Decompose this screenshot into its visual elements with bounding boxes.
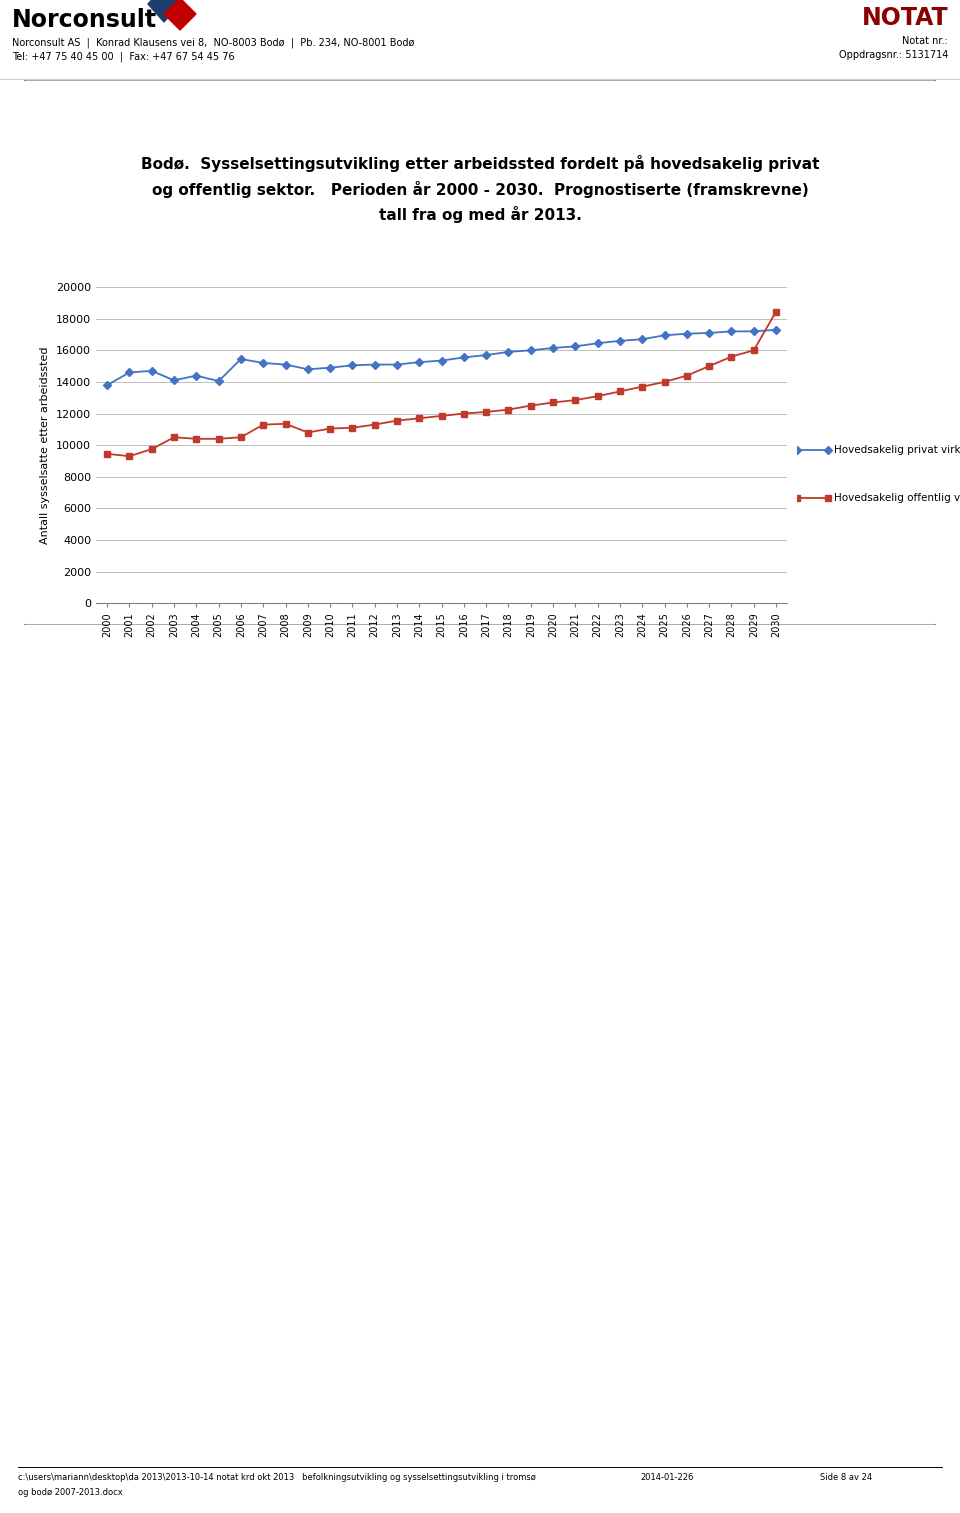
Hovedsakelig privat virksomhet: [257, 354, 269, 372]
Hovedsakelig offentlig virksomhet: [235, 428, 247, 446]
Hovedsakelig offentlig virksomhet: [681, 366, 692, 384]
Hovedsakelig offentlig virksomhet: [324, 419, 336, 437]
Hovedsakelig offentlig virksomhet: [369, 416, 380, 434]
Hovedsakelig offentlig virksomhet: [569, 390, 581, 409]
Hovedsakelig offentlig virksomhet: [392, 412, 403, 430]
Hovedsakelig privat virksomhet: [324, 359, 336, 377]
Hovedsakelig privat virksomhet: [636, 330, 648, 348]
Hovedsakelig offentlig virksomhet: [547, 393, 559, 412]
Text: Hovedsakelig offentlig virksomhet: Hovedsakelig offentlig virksomhet: [834, 493, 960, 502]
Hovedsakelig offentlig virksomhet: [213, 430, 225, 448]
Hovedsakelig offentlig virksomhet: [770, 303, 781, 321]
Hovedsakelig offentlig virksomhet: [146, 440, 157, 458]
Y-axis label: Antall sysselsatte etter arbeidssted: Antall sysselsatte etter arbeidssted: [40, 346, 51, 543]
Hovedsakelig privat virksomhet: [168, 371, 180, 389]
Hovedsakelig privat virksomhet: [436, 351, 447, 369]
Hovedsakelig offentlig virksomhet: [347, 419, 358, 437]
FancyBboxPatch shape: [19, 80, 941, 625]
Text: Hovedsakelig privat virksomhet: Hovedsakelig privat virksomhet: [834, 445, 960, 455]
Hovedsakelig privat virksomhet: [458, 348, 469, 366]
Text: Tel: +47 75 40 45 00  |  Fax: +47 67 54 45 76: Tel: +47 75 40 45 00 | Fax: +47 67 54 45…: [12, 51, 234, 62]
Hovedsakelig privat virksomhet: [213, 372, 225, 390]
Hovedsakelig privat virksomhet: [480, 346, 492, 365]
Hovedsakelig offentlig virksomhet: [704, 357, 715, 375]
Hovedsakelig offentlig virksomhet: [726, 348, 737, 366]
Text: 2014-01-226: 2014-01-226: [640, 1474, 693, 1483]
Text: Norconsult: Norconsult: [12, 8, 157, 32]
Hovedsakelig offentlig virksomhet: [592, 387, 604, 405]
Hovedsakelig privat virksomhet: [547, 339, 559, 357]
Hovedsakelig offentlig virksomhet: [124, 448, 135, 466]
Text: Norconsult AS  |  Konrad Klausens vei 8,  NO-8003 Bodø  |  Pb. 234, NO-8001 Bodø: Norconsult AS | Konrad Klausens vei 8, N…: [12, 38, 415, 48]
Hovedsakelig privat virksomhet: [347, 356, 358, 374]
Line: Hovedsakelig privat virksomhet: Hovedsakelig privat virksomhet: [105, 327, 779, 387]
Hovedsakelig offentlig virksomhet: [614, 383, 626, 401]
Line: Hovedsakelig offentlig virksomhet: Hovedsakelig offentlig virksomhet: [105, 309, 779, 458]
Hovedsakelig privat virksomhet: [704, 324, 715, 342]
Hovedsakelig privat virksomhet: [748, 322, 759, 340]
Hovedsakelig privat virksomhet: [525, 342, 537, 360]
Hovedsakelig offentlig virksomhet: [525, 396, 537, 415]
Hovedsakelig privat virksomhet: [392, 356, 403, 374]
Hovedsakelig privat virksomhet: [569, 337, 581, 356]
Hovedsakelig privat virksomhet: [503, 343, 515, 362]
Hovedsakelig privat virksomhet: [726, 322, 737, 340]
Hovedsakelig offentlig virksomhet: [302, 424, 314, 442]
Hovedsakelig offentlig virksomhet: [279, 415, 291, 433]
Hovedsakelig privat virksomhet: [659, 327, 670, 345]
Hovedsakelig offentlig virksomhet: [458, 404, 469, 422]
Polygon shape: [148, 0, 180, 23]
Hovedsakelig offentlig virksomhet: [748, 342, 759, 360]
Hovedsakelig privat virksomhet: [124, 363, 135, 381]
Hovedsakelig privat virksomhet: [302, 360, 314, 378]
Polygon shape: [164, 0, 196, 30]
Text: Oppdragsnr.: 5131714: Oppdragsnr.: 5131714: [839, 50, 948, 61]
Hovedsakelig privat virksomhet: [681, 325, 692, 343]
Hovedsakelig privat virksomhet: [102, 377, 113, 395]
Hovedsakelig offentlig virksomhet: [659, 372, 670, 390]
Text: Notat nr.:: Notat nr.:: [902, 36, 948, 45]
Text: Bodø.  Sysselsettingsutvikling etter arbeidssted fordelt på hovedsakelig privat
: Bodø. Sysselsettingsutvikling etter arbe…: [141, 156, 819, 222]
Hovedsakelig offentlig virksomhet: [414, 409, 425, 427]
Hovedsakelig privat virksomhet: [770, 321, 781, 339]
Text: NOTAT: NOTAT: [861, 6, 948, 30]
Hovedsakelig offentlig virksomhet: [168, 428, 180, 446]
Hovedsakelig offentlig virksomhet: [636, 378, 648, 396]
Hovedsakelig privat virksomhet: [146, 362, 157, 380]
Hovedsakelig offentlig virksomhet: [480, 402, 492, 421]
Hovedsakelig privat virksomhet: [235, 350, 247, 368]
Hovedsakelig offentlig virksomhet: [257, 416, 269, 434]
Text: c:\users\mariann\desktop\da 2013\2013-10-14 notat krd okt 2013   befolkningsutvi: c:\users\mariann\desktop\da 2013\2013-10…: [18, 1474, 536, 1483]
Hovedsakelig privat virksomhet: [614, 331, 626, 350]
Text: Side 8 av 24: Side 8 av 24: [820, 1474, 872, 1483]
Hovedsakelig privat virksomhet: [279, 356, 291, 374]
Text: og bodø 2007-2013.docx: og bodø 2007-2013.docx: [18, 1487, 123, 1496]
Hovedsakelig privat virksomhet: [191, 366, 203, 384]
Hovedsakelig offentlig virksomhet: [191, 430, 203, 448]
Hovedsakelig offentlig virksomhet: [102, 445, 113, 463]
Hovedsakelig privat virksomhet: [369, 356, 380, 374]
Hovedsakelig privat virksomhet: [414, 353, 425, 371]
Hovedsakelig offentlig virksomhet: [436, 407, 447, 425]
Hovedsakelig offentlig virksomhet: [503, 401, 515, 419]
Hovedsakelig privat virksomhet: [592, 334, 604, 353]
